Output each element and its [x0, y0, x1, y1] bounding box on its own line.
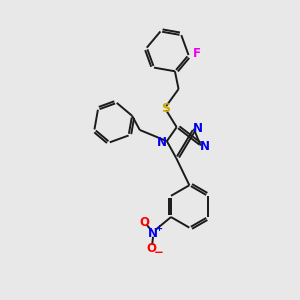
Text: O: O	[147, 242, 157, 255]
Text: N: N	[157, 136, 167, 149]
Text: −: −	[153, 246, 163, 259]
Text: +: +	[155, 224, 162, 233]
Text: S: S	[161, 102, 170, 115]
Text: O: O	[140, 215, 149, 229]
Text: N: N	[193, 122, 203, 135]
Text: N: N	[148, 227, 158, 240]
Text: F: F	[193, 47, 201, 60]
Text: N: N	[200, 140, 210, 153]
